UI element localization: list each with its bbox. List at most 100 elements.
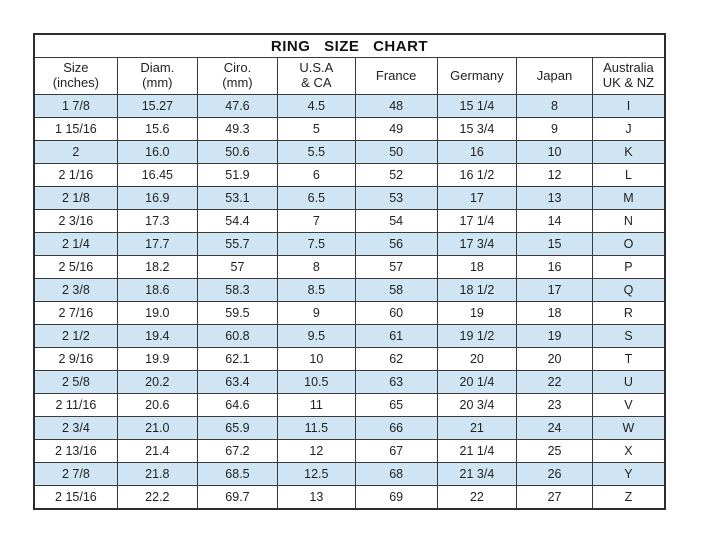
cell-japan: 9: [516, 116, 593, 141]
cell-australia-uk-nz: R: [591, 300, 666, 325]
cell-australia-uk-nz: Y: [591, 461, 666, 486]
cell-australia-uk-nz: J: [591, 116, 666, 141]
cell-usa-ca: 8: [277, 254, 356, 279]
cell-australia-uk-nz: P: [591, 254, 666, 279]
cell-france: 63: [354, 369, 438, 394]
cell-germany: 21 1/4: [436, 438, 518, 463]
cell-diameter-mm: 21.4: [116, 438, 198, 463]
cell-japan: 25: [516, 438, 593, 463]
cell-size-inches: 1 7/8: [33, 94, 118, 118]
cell-germany: 18 1/2: [436, 277, 518, 302]
cell-usa-ca: 12: [277, 438, 356, 463]
chart-title: RING SIZE CHART: [33, 33, 666, 58]
cell-australia-uk-nz: X: [591, 438, 666, 463]
cell-diameter-mm: 16.45: [116, 162, 198, 187]
cell-france: 67: [354, 438, 438, 463]
cell-france: 56: [354, 231, 438, 256]
cell-australia-uk-nz: O: [591, 231, 666, 256]
table-row: 2 16.0 50.6 5.5 50 16 10 K: [33, 139, 666, 164]
cell-japan: 27: [516, 484, 593, 510]
cell-france: 61: [354, 323, 438, 348]
cell-germany: 19 1/2: [436, 323, 518, 348]
cell-size-inches: 2 15/16: [33, 484, 118, 510]
cell-diameter-mm: 18.6: [116, 277, 198, 302]
table-row: 1 15/16 15.6 49.3 5 49 15 3/4 9 J: [33, 116, 666, 141]
cell-germany: 16 1/2: [436, 162, 518, 187]
cell-circumference-mm: 59.5: [196, 300, 279, 325]
cell-circumference-mm: 63.4: [196, 369, 279, 394]
table-row: 2 13/16 21.4 67.2 12 67 21 1/4 25 X: [33, 438, 666, 463]
cell-japan: 10: [516, 139, 593, 164]
column-header-japan: Japan: [516, 57, 593, 95]
cell-size-inches: 2 5/16: [33, 254, 118, 279]
cell-germany: 20 1/4: [436, 369, 518, 394]
cell-size-inches: 2 3/4: [33, 415, 118, 440]
ring-size-chart: RING SIZE CHART Size (inches) Diam. (mm) Cir…: [33, 33, 666, 510]
cell-germany: 15 1/4: [436, 94, 518, 118]
cell-australia-uk-nz: I: [591, 94, 666, 118]
cell-germany: 19: [436, 300, 518, 325]
cell-france: 58: [354, 277, 438, 302]
cell-circumference-mm: 65.9: [196, 415, 279, 440]
table-row: 2 5/16 18.2 57 8 57 18 16 P: [33, 254, 666, 279]
cell-france: 60: [354, 300, 438, 325]
cell-usa-ca: 7.5: [277, 231, 356, 256]
cell-france: 52: [354, 162, 438, 187]
cell-size-inches: 2: [33, 139, 118, 164]
cell-usa-ca: 11: [277, 392, 356, 417]
cell-circumference-mm: 58.3: [196, 277, 279, 302]
cell-france: 53: [354, 185, 438, 210]
cell-france: 65: [354, 392, 438, 417]
table-row: 2 1/4 17.7 55.7 7.5 56 17 3/4 15 O: [33, 231, 666, 256]
cell-circumference-mm: 47.6: [196, 94, 279, 118]
cell-australia-uk-nz: S: [591, 323, 666, 348]
column-header-germany: Germany: [436, 57, 518, 95]
cell-germany: 15 3/4: [436, 116, 518, 141]
table-row: 2 3/4 21.0 65.9 11.5 66 21 24 W: [33, 415, 666, 440]
title-row: RING SIZE CHART: [33, 33, 666, 58]
table-row: 2 1/16 16.45 51.9 6 52 16 1/2 12 L: [33, 162, 666, 187]
cell-size-inches: 2 1/2: [33, 323, 118, 348]
table-row: 2 1/2 19.4 60.8 9.5 61 19 1/2 19 S: [33, 323, 666, 348]
cell-germany: 17: [436, 185, 518, 210]
cell-france: 57: [354, 254, 438, 279]
column-header-size-inches: Size (inches): [33, 57, 118, 95]
table-body: 1 7/8 15.27 47.6 4.5 48 15 1/4 8 I 1 15/16 15.6 49…: [33, 94, 666, 510]
cell-usa-ca: 6: [277, 162, 356, 187]
cell-usa-ca: 4.5: [277, 94, 356, 118]
cell-size-inches: 1 15/16: [33, 116, 118, 141]
cell-usa-ca: 12.5: [277, 461, 356, 486]
cell-circumference-mm: 60.8: [196, 323, 279, 348]
cell-size-inches: 2 5/8: [33, 369, 118, 394]
cell-japan: 8: [516, 94, 593, 118]
cell-france: 49: [354, 116, 438, 141]
cell-germany: 20: [436, 346, 518, 371]
column-header-usa-ca: U.S.A & CA: [277, 57, 356, 95]
cell-circumference-mm: 62.1: [196, 346, 279, 371]
cell-circumference-mm: 54.4: [196, 208, 279, 233]
cell-size-inches: 2 3/8: [33, 277, 118, 302]
cell-germany: 17 1/4: [436, 208, 518, 233]
cell-diameter-mm: 17.3: [116, 208, 198, 233]
cell-circumference-mm: 49.3: [196, 116, 279, 141]
cell-circumference-mm: 64.6: [196, 392, 279, 417]
cell-usa-ca: 9: [277, 300, 356, 325]
column-header-australia-uk-nz: Australia UK & NZ: [591, 57, 666, 95]
cell-japan: 18: [516, 300, 593, 325]
table-row: 2 1/8 16.9 53.1 6.5 53 17 13 M: [33, 185, 666, 210]
cell-circumference-mm: 55.7: [196, 231, 279, 256]
cell-australia-uk-nz: K: [591, 139, 666, 164]
cell-germany: 20 3/4: [436, 392, 518, 417]
cell-germany: 21 3/4: [436, 461, 518, 486]
cell-japan: 15: [516, 231, 593, 256]
column-header-france: France: [354, 57, 438, 95]
cell-australia-uk-nz: Z: [591, 484, 666, 510]
cell-circumference-mm: 68.5: [196, 461, 279, 486]
cell-japan: 20: [516, 346, 593, 371]
cell-size-inches: 2 11/16: [33, 392, 118, 417]
cell-diameter-mm: 18.2: [116, 254, 198, 279]
cell-japan: 23: [516, 392, 593, 417]
cell-australia-uk-nz: M: [591, 185, 666, 210]
cell-diameter-mm: 21.8: [116, 461, 198, 486]
cell-diameter-mm: 19.9: [116, 346, 198, 371]
